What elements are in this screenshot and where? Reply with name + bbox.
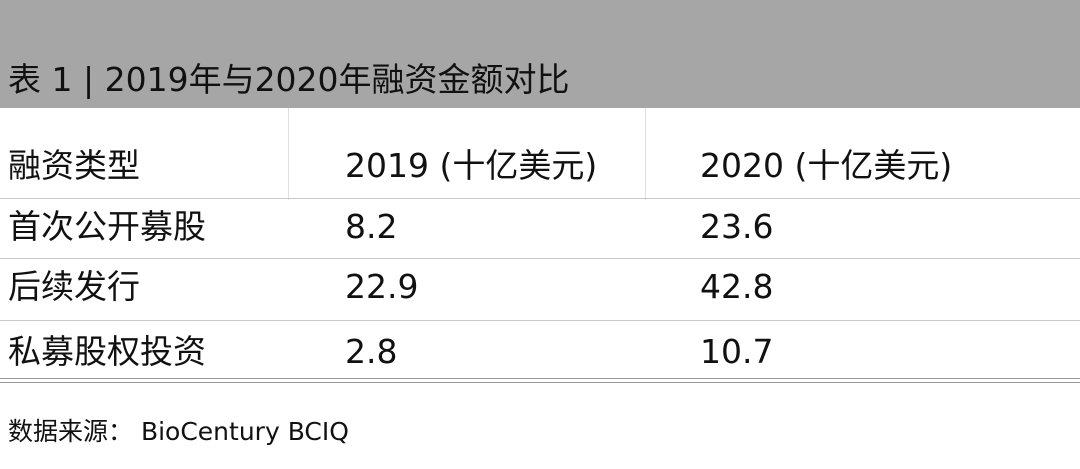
row-label: 首次公开募股 bbox=[8, 207, 206, 246]
title-band bbox=[0, 0, 1080, 108]
cell-value: 23.6 bbox=[700, 207, 774, 246]
cell-value: 2.8 bbox=[345, 332, 398, 371]
cell-value: 8.2 bbox=[345, 207, 398, 246]
row-label: 后续发行 bbox=[8, 267, 140, 306]
cell-value: 22.9 bbox=[345, 267, 419, 306]
table-title: 表 1 | 2019年与2020年融资金额对比 bbox=[8, 60, 570, 99]
row-label: 私募股权投资 bbox=[8, 332, 206, 371]
source-note: 数据来源： BioCentury BCIQ bbox=[8, 417, 349, 446]
column-header: 2019 (十亿美元) bbox=[345, 146, 598, 185]
column-header: 2020 (十亿美元) bbox=[700, 146, 953, 185]
row-divider bbox=[0, 198, 1080, 199]
table-rule bbox=[0, 378, 1080, 379]
column-divider bbox=[645, 108, 646, 200]
cell-value: 10.7 bbox=[700, 332, 774, 371]
column-header: 融资类型 bbox=[8, 146, 140, 185]
cell-value: 42.8 bbox=[700, 267, 774, 306]
column-divider bbox=[288, 108, 289, 200]
row-divider bbox=[0, 320, 1080, 321]
table-rule bbox=[0, 382, 1080, 383]
row-divider bbox=[0, 258, 1080, 259]
